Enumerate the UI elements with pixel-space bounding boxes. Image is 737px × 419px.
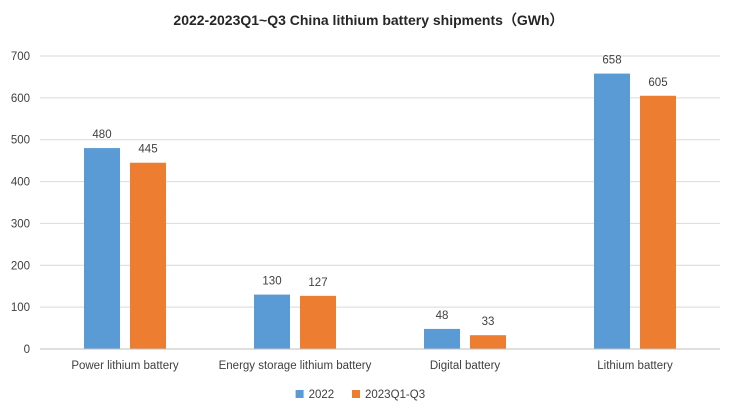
bar-2022-lithium-battery [594, 73, 630, 349]
x-category-label: Lithium battery [597, 360, 673, 372]
bar-2022-digital-battery [424, 328, 460, 349]
y-tick-label: 600 [11, 93, 30, 105]
data-label-2022-digital-battery: 48 [436, 310, 449, 322]
data-label-2022-power-lithium-battery: 480 [92, 129, 111, 141]
x-category-label: Energy storage lithium battery [219, 360, 372, 372]
legend-item-2022: 2022 [295, 389, 335, 401]
legend-item-2023q1-q3: 2023Q1-Q3 [352, 389, 425, 401]
bars [84, 73, 676, 349]
x-axis: Power lithium battery Energy storage lith… [40, 348, 720, 372]
y-tick-label: 200 [11, 260, 30, 272]
bar-2023q1-q3-energy-storage-lithium-battery [300, 295, 336, 349]
data-label-2022-energy-storage-lithium-battery: 130 [262, 276, 281, 288]
data-labels: 480 445 130 127 48 33 658 605 [92, 55, 667, 329]
data-label-2023q1-q3-energy-storage-lithium-battery: 127 [308, 277, 327, 289]
x-category-label: Digital battery [430, 360, 501, 372]
y-tick-label: 500 [11, 135, 30, 147]
legend-swatch [295, 390, 304, 398]
data-label-2023q1-q3-lithium-battery: 605 [648, 77, 667, 89]
data-label-2023q1-q3-power-lithium-battery: 445 [138, 144, 157, 156]
y-tick-label: 0 [24, 344, 30, 356]
chart-title: 2022-2023Q1~Q3 China lithium battery shi… [173, 12, 563, 28]
legend-label: 2023Q1-Q3 [365, 389, 425, 401]
y-tick-label: 400 [11, 177, 30, 189]
bar-2022-power-lithium-battery [84, 148, 120, 349]
data-label-2022-lithium-battery: 658 [602, 55, 621, 67]
y-axis: 0 100 200 300 400 500 600 700 [11, 51, 30, 356]
data-label-2023q1-q3-digital-battery: 33 [482, 316, 495, 328]
y-tick-label: 700 [11, 51, 30, 63]
bar-2023q1-q3-power-lithium-battery [130, 162, 166, 349]
x-category-label: Power lithium battery [71, 360, 179, 372]
bar-2023q1-q3-digital-battery [470, 335, 506, 349]
legend: 2022 2023Q1-Q3 [295, 389, 425, 401]
y-tick-label: 100 [11, 302, 30, 314]
bar-2023q1-q3-lithium-battery [640, 95, 676, 349]
legend-swatch [352, 390, 360, 398]
bar-2022-energy-storage-lithium-battery [254, 294, 290, 349]
legend-label: 2022 [309, 389, 335, 401]
y-tick-label: 300 [11, 218, 30, 230]
